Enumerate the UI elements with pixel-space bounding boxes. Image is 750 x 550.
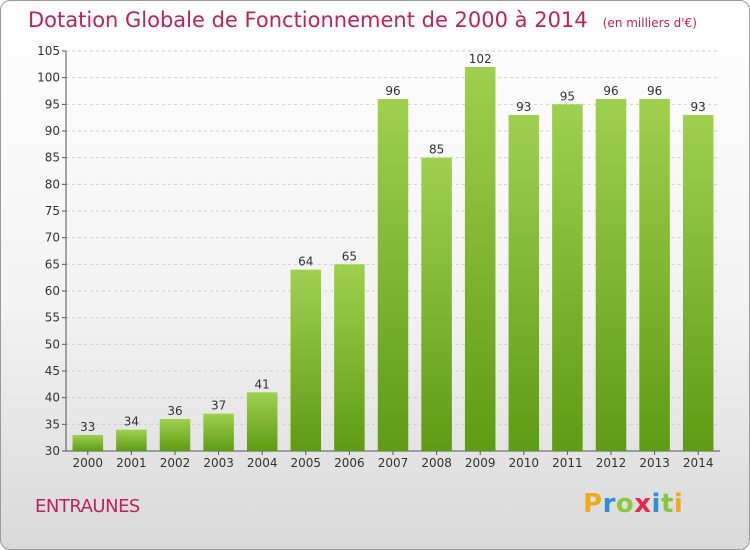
logo-letter: i (673, 489, 684, 519)
bar (72, 435, 104, 451)
x-tick-label: 2007 (378, 456, 409, 470)
bar-value-label: 102 (469, 52, 492, 66)
bar (334, 264, 365, 451)
logo-letter: t (660, 489, 674, 519)
bar-value-label: 34 (124, 415, 139, 429)
bar-value-label: 33 (80, 420, 95, 434)
bar (552, 104, 583, 451)
commune-name: ENTRAUNES (35, 496, 140, 517)
logo-letter: P (583, 489, 603, 519)
y-tick-label: 45 (45, 364, 60, 378)
y-tick-label: 85 (45, 151, 60, 165)
x-tick-label: 2000 (73, 456, 104, 470)
bar-value-label: 85 (429, 143, 444, 157)
bar (682, 115, 714, 451)
chart-title-block: Dotation Globale de Fonctionnement de 20… (28, 8, 697, 32)
bar-value-label: 93 (691, 100, 706, 114)
x-tick-label: 2002 (160, 456, 191, 470)
bar (421, 157, 452, 451)
x-tick-label: 2012 (596, 456, 627, 470)
y-tick-label: 30 (45, 444, 60, 458)
x-tick-label: 2011 (552, 456, 583, 470)
y-tick-label: 60 (45, 284, 60, 298)
chart-title: Dotation Globale de Fonctionnement de 20… (28, 8, 588, 32)
unit-note: (en milliers d'€) (602, 16, 697, 30)
bar-value-label: 96 (385, 84, 400, 98)
x-tick-label: 2009 (465, 456, 496, 470)
bar (246, 392, 278, 451)
y-tick-label: 55 (45, 311, 60, 325)
y-tick-label: 100 (37, 71, 60, 85)
y-tick-label: 80 (45, 177, 60, 191)
x-tick-label: 2014 (683, 456, 714, 470)
x-tick-label: 2013 (639, 456, 670, 470)
y-tick-label: 95 (45, 97, 60, 111)
bar (464, 67, 496, 451)
bar-value-label: 65 (342, 249, 357, 263)
logo-letter: o (615, 489, 635, 519)
y-tick-label: 50 (45, 337, 60, 351)
bar-value-label: 64 (298, 255, 313, 269)
bar-value-label: 37 (211, 399, 226, 413)
proxiti-logo: Proxiti (583, 489, 683, 519)
x-tick-label: 2010 (509, 456, 540, 470)
bar-value-label: 93 (516, 100, 531, 114)
bar-value-label: 96 (647, 84, 662, 98)
bar-value-label: 96 (603, 84, 618, 98)
x-tick-label: 2001 (116, 456, 147, 470)
x-tick-label: 2004 (247, 456, 278, 470)
bar (203, 413, 234, 451)
y-tick-label: 75 (45, 204, 60, 218)
logo-letter: i (651, 489, 661, 519)
y-tick-label: 40 (45, 391, 60, 405)
bar (116, 429, 147, 451)
x-tick-label: 2008 (421, 456, 452, 470)
bar (639, 99, 670, 451)
y-tick-label: 105 (37, 44, 60, 58)
y-tick-label: 70 (45, 231, 60, 245)
bar-value-label: 36 (167, 404, 182, 418)
bar-value-label: 41 (255, 377, 270, 391)
bar (290, 269, 322, 451)
x-tick-label: 2006 (334, 456, 365, 470)
y-tick-label: 35 (45, 417, 60, 431)
y-tick-label: 65 (45, 257, 60, 271)
y-tick-label: 90 (45, 124, 60, 138)
bar (595, 99, 627, 451)
x-tick-label: 2005 (291, 456, 322, 470)
bar (159, 419, 191, 451)
bar (377, 99, 409, 451)
bar-value-label: 95 (560, 89, 575, 103)
x-tick-label: 2003 (203, 456, 234, 470)
bar (508, 115, 540, 451)
logo-letter: x (634, 489, 652, 519)
logo-letter: r (602, 489, 616, 519)
